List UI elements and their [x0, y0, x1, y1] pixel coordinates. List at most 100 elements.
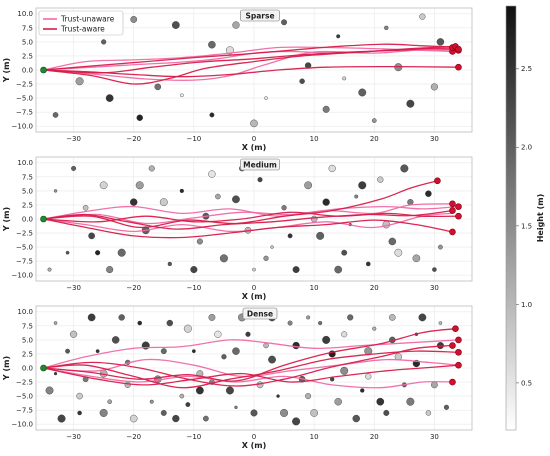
obstacle-point: [322, 198, 330, 206]
x-tick-label: 0: [252, 433, 256, 441]
x-tick-label: 30: [430, 433, 439, 441]
y-tick-label: −10.0: [12, 123, 33, 131]
obstacle-point: [334, 397, 342, 406]
obstacle-point: [77, 410, 82, 416]
obstacle-point: [264, 96, 268, 100]
x-tick-label: 20: [370, 433, 379, 441]
obstacle-point: [304, 181, 313, 190]
obstacle-point: [65, 348, 70, 354]
legend-box: [38, 10, 124, 36]
obstacle-point: [316, 231, 325, 240]
obstacle-point: [95, 349, 100, 354]
obstacle-point: [431, 381, 438, 389]
obstacle-point: [256, 381, 264, 389]
obstacle-point: [95, 250, 101, 256]
obstacle-point: [232, 195, 240, 204]
obstacle-point: [383, 409, 390, 416]
obstacle-point: [167, 261, 172, 267]
obstacle-point: [360, 388, 365, 393]
obstacle-point: [281, 205, 287, 211]
obstacle-point: [195, 386, 204, 395]
colorbar: [505, 5, 517, 431]
obstacle-point: [159, 198, 168, 207]
goal-marker: [449, 228, 456, 236]
obstacle-point: [135, 181, 144, 190]
obstacle-point: [76, 392, 83, 400]
obstacle-point: [149, 399, 154, 404]
goal-marker: [455, 45, 462, 53]
panel-title-box: [240, 9, 280, 22]
goal-marker: [455, 203, 462, 210]
trajectory-line: [42, 43, 454, 71]
obstacle-point: [179, 188, 184, 193]
obstacle-point: [208, 170, 216, 178]
goal-marker: [455, 212, 462, 220]
start-marker: [40, 215, 47, 223]
goal-marker: [455, 336, 462, 344]
obstacle-point: [208, 314, 216, 321]
obstacle-point: [234, 405, 238, 409]
obstacle-point: [257, 177, 263, 183]
x-tick-label: 30: [430, 284, 439, 292]
y-tick-label: 0.0: [22, 215, 33, 223]
y-tick-label: −2.5: [16, 229, 33, 237]
obstacle-point: [160, 410, 167, 416]
obstacle-point: [185, 402, 191, 407]
y-tick-label: −5.0: [16, 392, 33, 400]
obstacle-point: [322, 335, 331, 344]
obstacle-point: [342, 76, 347, 81]
goal-marker: [449, 200, 456, 208]
x-tick-label: −10: [186, 433, 201, 441]
y-tick-label: 7.5: [22, 24, 33, 32]
obstacle-point: [425, 410, 432, 416]
colorbar-label: Height (m): [536, 194, 545, 243]
obstacle-point: [287, 320, 293, 326]
obstacle-point: [221, 354, 227, 360]
obstacle-point: [232, 21, 240, 29]
obstacle-point: [203, 415, 209, 422]
trajectory-line: [42, 339, 460, 369]
obstacle-point: [171, 21, 180, 29]
obstacle-point: [352, 414, 360, 423]
obstacle-point: [292, 341, 300, 350]
obstacle-point: [336, 34, 341, 39]
x-tick-label: −20: [126, 433, 141, 441]
obstacle-point: [57, 414, 66, 423]
obstacle-point: [371, 118, 377, 123]
obstacle-point: [191, 349, 196, 354]
y-tick-label: 5.0: [22, 38, 33, 46]
obstacle-point: [281, 19, 288, 26]
obstacle-point: [179, 93, 184, 98]
panel-title: Medium: [243, 161, 277, 170]
obstacle-point: [347, 314, 354, 321]
obstacle-point: [148, 165, 155, 172]
colorbar-tick-label: 0.5: [521, 379, 532, 387]
y-tick-label: 2.5: [22, 350, 33, 358]
colorbar-tick-label: 1.0: [521, 301, 532, 309]
obstacle-point: [299, 78, 305, 84]
y-tick-label: −7.5: [16, 258, 33, 266]
obstacle-point: [70, 330, 78, 338]
x-tick-label: −10: [186, 284, 201, 292]
obstacle-point: [276, 394, 280, 398]
goal-marker: [455, 361, 462, 369]
obstacle-point: [292, 266, 300, 274]
obstacle-point: [250, 409, 258, 417]
start-marker: [40, 364, 47, 372]
obstacle-point: [65, 250, 70, 255]
obstacle-point: [75, 77, 84, 86]
obstacle-point: [215, 193, 221, 200]
obstacle-point: [105, 94, 114, 102]
obstacle-point: [47, 267, 52, 272]
trajectory-line: [42, 367, 454, 389]
obstacle-point: [88, 232, 95, 240]
obstacle-point: [130, 16, 138, 23]
plot-frame: [35, 156, 473, 282]
obstacle-point: [137, 320, 142, 326]
plot-frame: [35, 7, 473, 133]
obstacle-point: [438, 244, 443, 250]
trajectory-line: [42, 180, 439, 229]
obstacle-point: [340, 366, 349, 375]
y-tick-label: 10.0: [17, 159, 33, 167]
